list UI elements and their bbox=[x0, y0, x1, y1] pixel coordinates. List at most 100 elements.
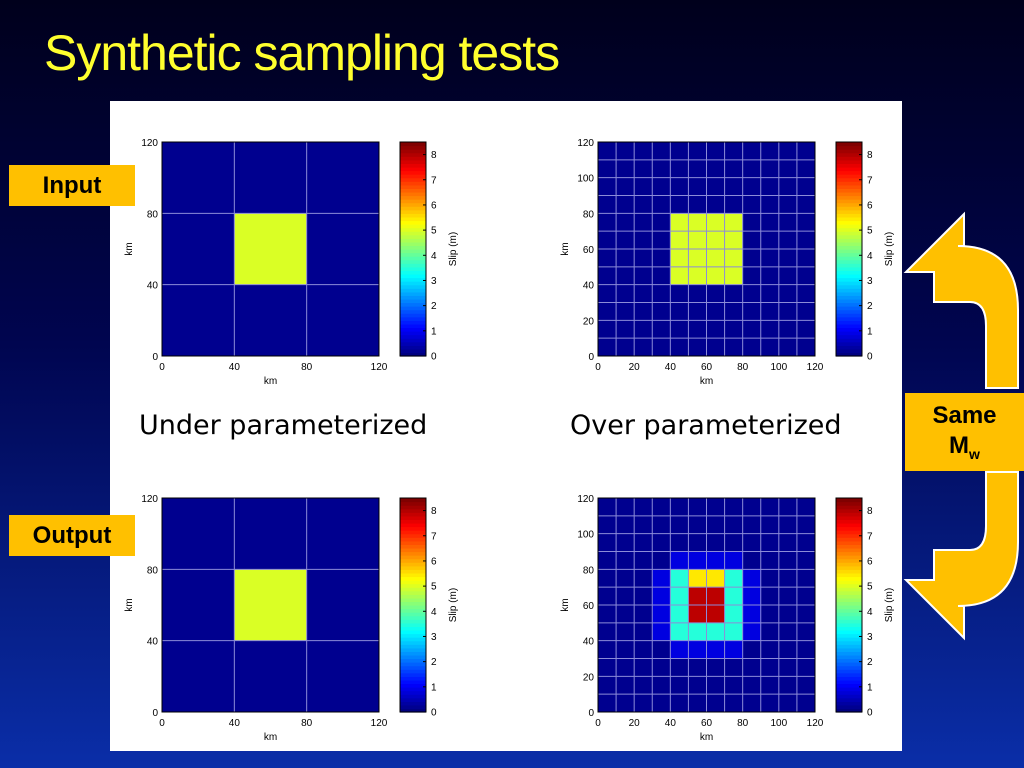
colorbar-segment bbox=[400, 530, 426, 535]
colorbar-tick-label: 0 bbox=[431, 352, 437, 363]
heatmap-cell bbox=[670, 195, 689, 214]
heatmap-cell bbox=[616, 159, 635, 179]
colorbar-segment bbox=[400, 512, 426, 517]
colorbar-segment bbox=[400, 323, 426, 329]
colorbar-segment bbox=[836, 515, 862, 520]
y-tick-label: 20 bbox=[583, 316, 595, 327]
colorbar-segment bbox=[400, 498, 426, 503]
heatmap-cell bbox=[670, 551, 689, 570]
heatmap-cell bbox=[688, 142, 707, 161]
colorbar-segment bbox=[836, 163, 862, 168]
heatmap-cell bbox=[688, 551, 707, 570]
y-tick-label: 60 bbox=[583, 601, 595, 612]
heatmap-cell bbox=[634, 266, 653, 286]
colorbar-segment bbox=[400, 672, 426, 677]
colorbar-segment bbox=[400, 662, 426, 667]
colorbar-segment bbox=[400, 224, 426, 229]
heatmap-cell bbox=[760, 213, 780, 232]
colorbar-segment bbox=[836, 597, 862, 603]
heatmap-cell bbox=[742, 338, 762, 357]
colorbar-segment bbox=[836, 672, 862, 677]
colorbar-segment bbox=[400, 647, 426, 652]
colorbar-segment bbox=[836, 580, 862, 585]
heatmap-cell bbox=[616, 658, 635, 677]
heatmap-input-under: 0 40 80 120 0 40 80 120 km km 0 1 2 3 4 5 6 7 8 Slip (m) bbox=[112, 130, 502, 392]
y-tick-label: 0 bbox=[588, 708, 594, 719]
colorbar-segment bbox=[400, 569, 426, 574]
colorbar-segment bbox=[836, 558, 862, 563]
colorbar-segment bbox=[836, 619, 862, 624]
heatmap-cell bbox=[778, 142, 798, 161]
colorbar-segment bbox=[400, 334, 426, 339]
colorbar-segment bbox=[836, 594, 862, 599]
heatmap-cell bbox=[634, 658, 653, 677]
x-tick-label: 60 bbox=[701, 362, 713, 373]
colorbar-segment bbox=[400, 587, 426, 592]
colorbar-segment bbox=[400, 690, 426, 695]
heatmap-cell bbox=[760, 284, 780, 303]
colorbar-segment bbox=[836, 302, 862, 307]
colorbar-segment bbox=[836, 565, 862, 570]
colorbar-segment bbox=[836, 295, 862, 300]
x-tick-label: 0 bbox=[595, 362, 601, 373]
colorbar-segment bbox=[400, 181, 426, 186]
heatmap-cell bbox=[742, 515, 762, 535]
x-tick-label: 80 bbox=[301, 718, 313, 729]
colorbar-segment bbox=[400, 256, 426, 261]
heatmap-cell bbox=[742, 587, 762, 606]
x-tick-label: 0 bbox=[159, 362, 165, 373]
heatmap-input-over: 0 20 40 60 80 100 120 0 20 40 60 80 100 120 km km 0 1 2 3 4 5… bbox=[548, 130, 900, 392]
heatmap-cell bbox=[670, 676, 689, 695]
plot-frame bbox=[597, 141, 816, 357]
heatmap-cell bbox=[760, 533, 780, 552]
colorbar-segment bbox=[400, 519, 426, 524]
heatmap-cell bbox=[724, 533, 744, 552]
heatmap-cell bbox=[670, 320, 689, 339]
heatmap-cell bbox=[688, 266, 707, 286]
colorbar-segment bbox=[400, 174, 426, 179]
heatmap-cell bbox=[634, 159, 653, 179]
heatmap-cell bbox=[760, 551, 780, 570]
heatmap-cell bbox=[616, 213, 635, 232]
heatmap-cell bbox=[706, 569, 726, 588]
x-axis-label: km bbox=[700, 376, 713, 387]
heatmap-cell bbox=[652, 266, 671, 286]
heatmap-cell bbox=[688, 605, 707, 624]
colorbar-segment bbox=[400, 683, 426, 688]
colorbar-segment bbox=[400, 352, 426, 357]
heatmap-cell bbox=[742, 533, 762, 552]
colorbar-tick-label: 6 bbox=[867, 556, 873, 567]
colorbar-segment bbox=[400, 170, 426, 175]
heatmap-cell bbox=[778, 249, 798, 268]
heatmap-cell bbox=[616, 177, 635, 196]
heatmap-cell bbox=[634, 551, 653, 570]
colorbar-frame bbox=[399, 141, 427, 357]
colorbar-segment bbox=[836, 526, 862, 531]
colorbar-tick-label: 8 bbox=[431, 506, 437, 517]
colorbar-segment bbox=[836, 555, 862, 560]
heatmap-cell bbox=[652, 605, 671, 624]
heatmap-cell bbox=[688, 587, 707, 606]
heatmap-cell bbox=[616, 284, 635, 303]
heatmap-cell bbox=[760, 249, 780, 268]
heatmap-cell bbox=[306, 284, 380, 357]
heatmap-cell bbox=[724, 640, 744, 659]
colorbar-segment bbox=[836, 152, 862, 157]
heatmap-cell bbox=[670, 213, 689, 232]
colorbar-segment bbox=[400, 320, 426, 325]
colorbar-tick-label: 5 bbox=[431, 582, 437, 593]
colorbar-segment bbox=[400, 266, 426, 271]
colorbar-segment bbox=[836, 306, 862, 311]
y-tick-label: 120 bbox=[577, 494, 594, 505]
heatmap-svg: 0 20 40 60 80 100 120 0 20 40 60 80 100 120 km km 0 1 2 3 4 5… bbox=[560, 138, 895, 387]
heatmap-cell bbox=[652, 694, 671, 713]
heatmap-cell bbox=[724, 195, 744, 214]
colorbar-tick-label: 1 bbox=[867, 682, 873, 693]
colorbar-segment bbox=[836, 647, 862, 652]
colorbar-segment bbox=[836, 281, 862, 286]
heatmap-cell bbox=[616, 694, 635, 713]
colorbar-segment bbox=[836, 273, 862, 279]
colorbar-segment bbox=[836, 320, 862, 325]
double-arrow-icon bbox=[903, 211, 1019, 641]
colorbar-segment bbox=[400, 241, 426, 247]
